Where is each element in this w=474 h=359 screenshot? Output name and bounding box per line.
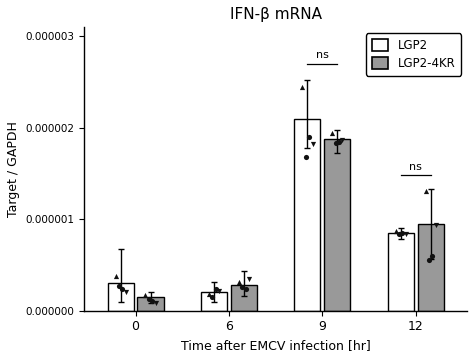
Point	[112, 273, 119, 279]
Title: IFN-β mRNA: IFN-β mRNA	[229, 7, 322, 22]
Point	[328, 130, 336, 136]
Point	[395, 231, 403, 237]
Point	[118, 286, 126, 292]
Point	[332, 140, 339, 145]
Point	[299, 84, 306, 90]
Point	[432, 222, 439, 228]
Bar	[108, 283, 134, 311]
Text: ns: ns	[409, 162, 422, 172]
Text: ns: ns	[316, 50, 329, 60]
Point	[392, 228, 400, 234]
Point	[245, 276, 253, 282]
Point	[215, 288, 223, 294]
Bar	[231, 285, 257, 311]
X-axis label: Time after EMCV infection [hr]: Time after EMCV infection [hr]	[181, 339, 371, 352]
Point	[338, 137, 346, 143]
Point	[335, 139, 343, 144]
Bar	[388, 233, 414, 311]
Point	[238, 284, 246, 290]
Point	[422, 188, 429, 194]
Point	[305, 134, 313, 140]
Point	[302, 154, 310, 160]
Point	[122, 290, 129, 295]
Bar	[137, 297, 164, 311]
Point	[428, 253, 436, 259]
Point	[148, 298, 156, 304]
Point	[142, 292, 149, 298]
Point	[242, 286, 249, 292]
Y-axis label: Target / GAPDH: Target / GAPDH	[7, 121, 20, 217]
Point	[309, 141, 316, 147]
Point	[152, 300, 159, 306]
Bar	[418, 224, 444, 311]
Point	[209, 294, 216, 300]
Bar	[324, 139, 350, 311]
Point	[402, 231, 410, 237]
Point	[205, 292, 213, 297]
Point	[399, 230, 406, 236]
Point	[115, 283, 123, 289]
Bar	[294, 119, 320, 311]
Bar	[201, 293, 227, 311]
Legend: LGP2, LGP2-4KR: LGP2, LGP2-4KR	[365, 33, 461, 76]
Point	[235, 280, 243, 285]
Point	[212, 286, 219, 292]
Point	[145, 296, 153, 302]
Point	[425, 257, 433, 262]
